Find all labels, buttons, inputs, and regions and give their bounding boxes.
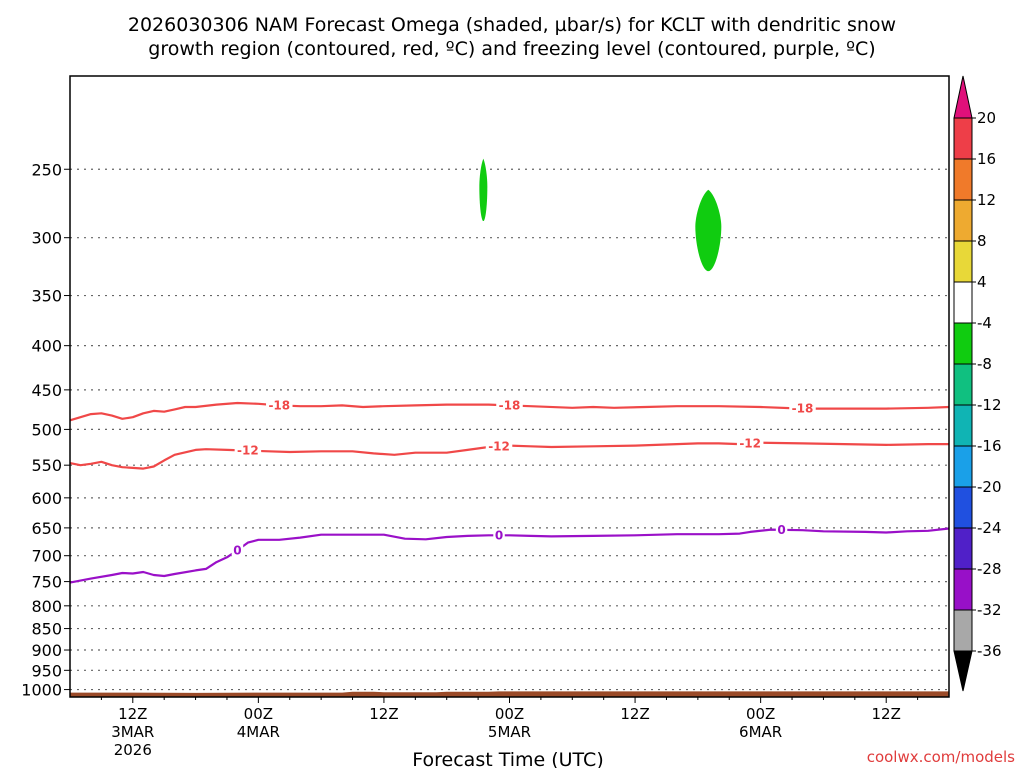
- colorbar-label-14: -36: [977, 642, 1002, 660]
- colorbar-segment-9: [953, 445, 973, 488]
- contour-label-bg-0-2: [493, 528, 505, 543]
- terrain-fill: [70, 691, 949, 697]
- x-tick-label-1: 12Z: [118, 705, 147, 723]
- y-tick-label-350: 350: [31, 287, 62, 306]
- colorbar-label-8: -12: [977, 396, 1002, 414]
- colorbar-label-7: -8: [977, 355, 992, 373]
- y-tick-label-450: 450: [31, 381, 62, 400]
- contour-label-0-3: 0: [777, 523, 785, 537]
- watermark: coolwx.com/models: [867, 748, 1015, 766]
- colorbar-segment-10: [953, 486, 973, 529]
- plot-area: [70, 76, 949, 697]
- y-tick-label-750: 750: [31, 573, 62, 592]
- colorbar-segment-6: [953, 322, 973, 365]
- contours: -18 -18 -18 -12 -12 -12 0 0 0: [69, 398, 950, 584]
- colorbar-label-11: -24: [977, 519, 1002, 537]
- y-tick-label-950: 950: [31, 661, 62, 680]
- y-tick-label-500: 500: [31, 420, 62, 439]
- colorbar-segment-8: [953, 404, 973, 447]
- omega-shade-1: [479, 158, 488, 222]
- contour-label--12-3: -12: [739, 436, 761, 450]
- x-tick-label-7: 12Z: [872, 705, 901, 723]
- colorbar-segment-11: [953, 527, 973, 570]
- contour-label-bg--18-3: [789, 401, 816, 416]
- colorbar-segment-2: [953, 158, 973, 201]
- contour-label-bg--18-2: [496, 398, 523, 413]
- colorbar-label-2: 16: [977, 150, 996, 168]
- colorbar-label-13: -32: [977, 601, 1002, 619]
- y-tick-label-700: 700: [31, 547, 62, 566]
- colorbar-label-10: -20: [977, 478, 1002, 496]
- x-tick-date-2-1: 4MAR: [237, 723, 280, 741]
- contour-label--18-2: -18: [499, 398, 521, 412]
- colorbar-segment-1: [953, 117, 973, 160]
- x-tick-label-5: 12Z: [620, 705, 649, 723]
- y-tick-label-800: 800: [31, 597, 62, 616]
- colorbar-label-4: 8: [977, 232, 987, 250]
- colorbar-label-9: -16: [977, 437, 1002, 455]
- colorbar-label-12: -28: [977, 560, 1002, 578]
- colorbar-segment-4: [953, 240, 973, 283]
- contour--18: [69, 401, 950, 422]
- contour-label-bg--12-1: [234, 443, 262, 458]
- contour-label-0-2: 0: [495, 528, 503, 542]
- omega-shade-2: [695, 189, 722, 272]
- colorbar-label-6: -4: [977, 314, 992, 332]
- colorbar-segment-7: [953, 363, 973, 406]
- y-tick-label-650: 650: [31, 519, 62, 538]
- contour-label--18-1: -18: [268, 398, 290, 412]
- x-tick-label-3: 12Z: [369, 705, 398, 723]
- x-tick-label-4: 00Z: [495, 705, 524, 723]
- terrain-layer: [70, 691, 949, 697]
- contour-label--12-1: -12: [237, 444, 259, 458]
- x-tick-date-6-1: 6MAR: [739, 723, 782, 741]
- contour-0: [69, 527, 950, 584]
- contour-label-bg-0-1: [231, 543, 244, 558]
- contour-label-0-1: 0: [233, 543, 241, 557]
- plot-background: [70, 76, 949, 697]
- contour-label-bg-0-3: [775, 522, 788, 537]
- y-tick-label-1000: 1000: [21, 681, 62, 700]
- colorbar-bottom-arrow: [953, 650, 973, 692]
- x-tick-label-2: 00Z: [244, 705, 273, 723]
- y-axis-ticks: 250 300 350 400 450 500 550 600 650 700 750 800 850 9…: [21, 160, 70, 700]
- x-tick-date-1-2: 2026: [114, 741, 152, 759]
- y-tick-label-900: 900: [31, 641, 62, 660]
- colorbar-label-5: 4: [977, 273, 987, 291]
- x-tick-label-6: 00Z: [746, 705, 775, 723]
- y-tick-label-600: 600: [31, 489, 62, 508]
- omega-shading: [479, 158, 722, 272]
- y-tick-label-400: 400: [31, 337, 62, 356]
- x-axis-label: Forecast Time (UTC): [412, 749, 603, 768]
- y-tick-label-250: 250: [31, 160, 62, 179]
- colorbar-segment-13: [953, 609, 973, 652]
- y-tick-label-550: 550: [31, 456, 62, 475]
- colorbar-segment-3: [953, 199, 973, 242]
- colorbar-label-3: 12: [977, 191, 996, 209]
- y-tick-label-300: 300: [31, 229, 62, 248]
- colorbar-segment-5: [953, 281, 973, 324]
- y-tick-label-850: 850: [31, 620, 62, 639]
- chart-title-line-1: 2026030306 NAM Forecast Omega (shaded, µ…: [128, 14, 896, 36]
- x-tick-date-1-1: 3MAR: [111, 723, 154, 741]
- contour-label-bg--12-2: [485, 439, 513, 454]
- colorbar-label-1: 20: [977, 109, 996, 127]
- colorbar-segment-12: [953, 568, 973, 611]
- x-tick-date-4-1: 5MAR: [488, 723, 531, 741]
- contour-label--12-2: -12: [488, 439, 510, 453]
- colorbar: 20 16 12 8 4 -4 -8 -12 -16 -20 -24 -28 -32 -36: [953, 75, 1002, 692]
- contour--12: [69, 441, 949, 470]
- contour-label-bg--12-3: [736, 436, 764, 451]
- chart-title-line-2: growth region (contoured, red, ºC) and f…: [148, 38, 875, 60]
- contour-label--18-3: -18: [792, 402, 814, 416]
- contour-label-bg--18-1: [266, 398, 293, 413]
